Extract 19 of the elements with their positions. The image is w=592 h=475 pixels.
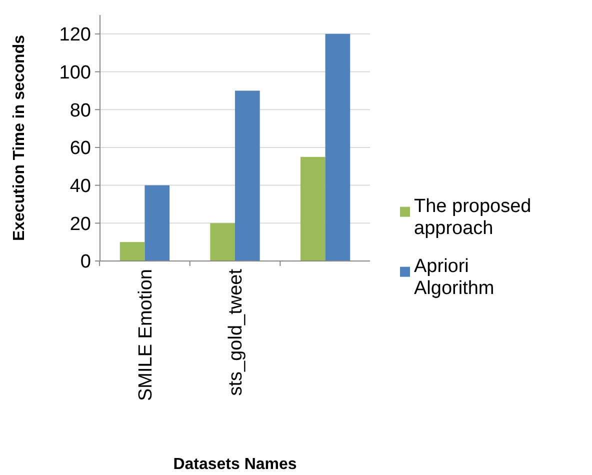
- bar: [120, 242, 145, 261]
- x-tick-label: sts_gold_tweet: [226, 268, 247, 396]
- bar: [144, 185, 170, 261]
- y-tick-label: 0: [80, 252, 91, 273]
- y-tick-label: 40: [70, 176, 91, 197]
- legend-label: The proposed approach: [414, 196, 532, 239]
- bar: [325, 34, 350, 261]
- x-axis-title: Datasets Names: [173, 456, 297, 473]
- bar: [210, 223, 235, 261]
- y-tick-label: 20: [70, 214, 91, 235]
- y-tick-label: 60: [70, 138, 91, 160]
- y-tick-label: 80: [70, 100, 91, 122]
- y-axis-title: Execution Time in seconds: [11, 34, 28, 241]
- y-tick-label: 100: [59, 62, 91, 84]
- legend-label: Apriori Algorithm: [414, 256, 494, 299]
- bar: [235, 90, 260, 261]
- x-tick-label: SMILE Emotion: [135, 269, 156, 401]
- bar: [300, 156, 326, 261]
- y-tick-label: 120: [59, 24, 91, 46]
